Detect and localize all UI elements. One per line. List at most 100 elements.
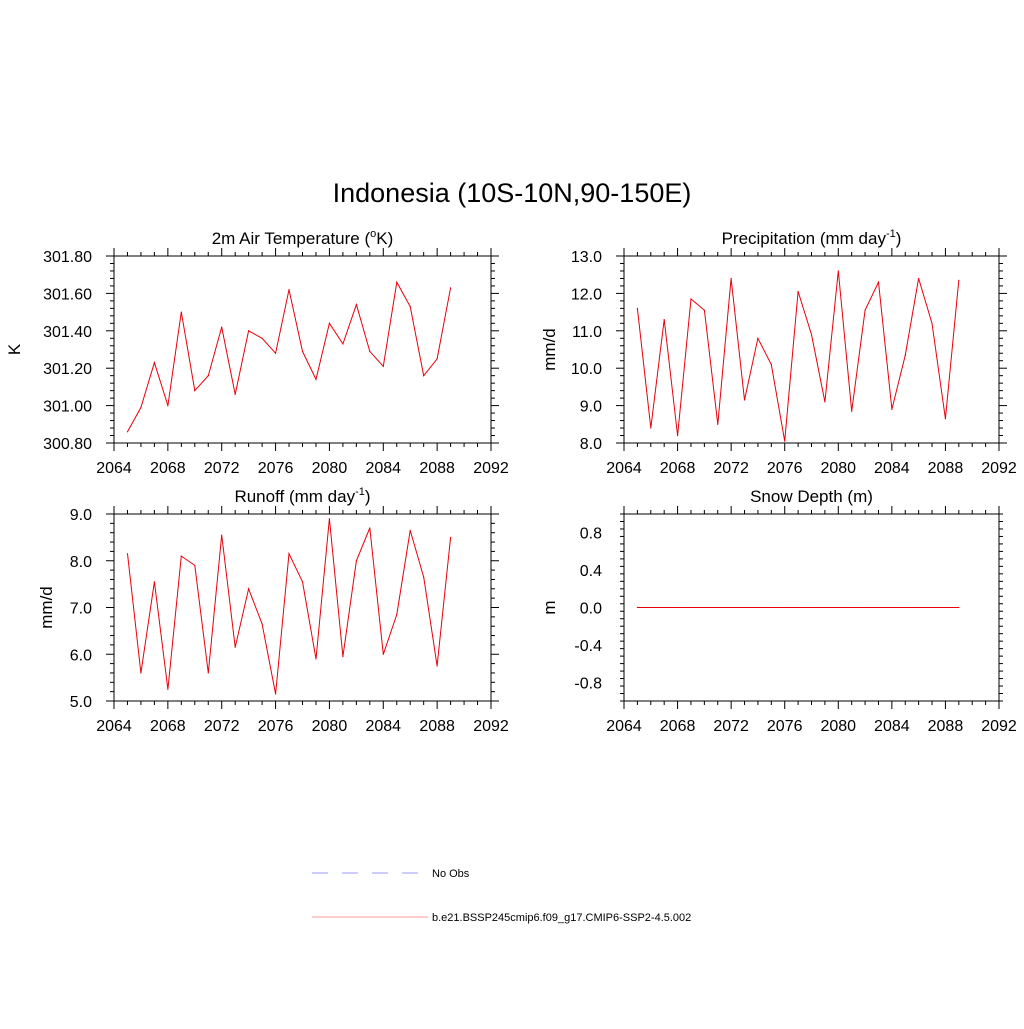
data-point bbox=[877, 606, 880, 609]
data-point bbox=[944, 606, 947, 609]
data-point bbox=[450, 536, 452, 538]
x-tick-label: 2076 bbox=[258, 460, 294, 477]
data-point bbox=[663, 318, 665, 321]
data-point bbox=[355, 304, 357, 306]
x-tick-label: 2088 bbox=[928, 460, 964, 477]
data-point bbox=[931, 322, 933, 324]
x-tick-label: 2084 bbox=[874, 718, 910, 735]
data-point bbox=[153, 361, 155, 364]
y-tick-label: 8.0 bbox=[70, 554, 92, 571]
data-point bbox=[274, 352, 277, 354]
data-point bbox=[891, 408, 893, 410]
series-line bbox=[127, 280, 452, 433]
x-tick-label: 2068 bbox=[150, 460, 186, 477]
y-tick-label: 301.00 bbox=[43, 399, 92, 416]
data-point bbox=[288, 289, 290, 291]
data-point bbox=[904, 354, 906, 356]
data-point bbox=[770, 363, 772, 366]
panel-snow: Snow Depth (m) m 2064 2068 2072 2076 2080 2084 2… bbox=[540, 487, 1017, 735]
data-point bbox=[396, 281, 398, 283]
data-point bbox=[703, 309, 705, 311]
data-point bbox=[248, 330, 250, 332]
y-tick-label: 0.8 bbox=[580, 526, 602, 543]
data-point bbox=[676, 606, 679, 609]
x-tick-label: 2084 bbox=[365, 718, 401, 735]
data-point bbox=[703, 606, 705, 609]
panel-title-superscript: o bbox=[370, 228, 376, 240]
data-point bbox=[717, 606, 719, 609]
data-point bbox=[126, 431, 129, 433]
panel-title-end: ) bbox=[896, 229, 902, 248]
x-tick-label: 2092 bbox=[981, 718, 1017, 735]
data-point bbox=[301, 350, 304, 352]
panel-precip: Precipitation (mm day-1) mm/d 2064 2068 2072… bbox=[540, 228, 1017, 477]
data-point bbox=[369, 350, 371, 352]
legend: No Obs b.e21.BSSP245cmip6.f09_g17.CMIP6-S… bbox=[312, 868, 691, 924]
data-point bbox=[958, 606, 960, 609]
panel-temp: 2m Air Temperature (oK) K 2064 2068 2072 2076… bbox=[5, 228, 509, 477]
series-line bbox=[127, 518, 452, 695]
data-point bbox=[650, 427, 652, 429]
panel-title: Runoff (mm day-1) bbox=[234, 486, 370, 506]
y-tick-label: 301.40 bbox=[43, 324, 92, 341]
x-tick-label: 2076 bbox=[258, 718, 294, 735]
data-point bbox=[409, 529, 411, 531]
data-point bbox=[650, 606, 652, 609]
panel-title-text: Runoff (mm day bbox=[234, 487, 355, 506]
panel-title-text: Precipitation (mm day bbox=[722, 229, 887, 248]
data-point bbox=[891, 606, 893, 609]
data-point bbox=[248, 588, 250, 590]
data-point bbox=[207, 672, 209, 674]
data-point bbox=[167, 405, 169, 407]
data-point bbox=[180, 555, 182, 557]
y-tick-label: 10.0 bbox=[571, 361, 602, 378]
x-tick-label: 2064 bbox=[96, 460, 132, 477]
y-tick-label: 12.0 bbox=[571, 286, 602, 303]
data-point bbox=[423, 375, 425, 377]
x-tick-label: 2072 bbox=[713, 460, 749, 477]
data-point bbox=[743, 399, 746, 401]
data-point bbox=[140, 672, 142, 674]
data-point bbox=[234, 393, 236, 395]
plot-frame bbox=[623, 255, 1000, 444]
y-tick-label: -0.8 bbox=[574, 675, 602, 692]
panel-title-text: Snow Depth (m) bbox=[750, 487, 873, 506]
x-tick-label: 2076 bbox=[767, 460, 803, 477]
data-point bbox=[369, 527, 371, 529]
x-tick-label: 2068 bbox=[660, 460, 696, 477]
data-point bbox=[770, 606, 772, 609]
data-point bbox=[851, 410, 853, 412]
data-point bbox=[717, 423, 719, 425]
y-axis-label: mm/d bbox=[37, 586, 56, 629]
x-tick-label: 2072 bbox=[204, 718, 240, 735]
data-point bbox=[757, 606, 759, 609]
y-tick-label: 300.80 bbox=[43, 436, 92, 453]
data-point bbox=[261, 337, 263, 339]
x-tick-label: 2080 bbox=[312, 718, 348, 735]
data-point bbox=[636, 307, 638, 309]
page-title: Indonesia (10S-10N,90-150E) bbox=[333, 178, 692, 208]
data-point bbox=[958, 279, 960, 281]
panel-title: 2m Air Temperature (oK) bbox=[212, 228, 394, 248]
data-point bbox=[810, 606, 813, 609]
panel-title-superscript: -1 bbox=[355, 486, 365, 498]
data-point bbox=[757, 337, 759, 339]
y-tick-label: 9.0 bbox=[70, 507, 92, 524]
data-point bbox=[837, 606, 839, 609]
data-point bbox=[436, 665, 438, 667]
y-tick-label: 11.0 bbox=[572, 324, 602, 341]
y-tick-label: 301.20 bbox=[43, 361, 92, 378]
y-tick-label: 6.0 bbox=[70, 647, 92, 664]
panel-title-superscript: -1 bbox=[886, 228, 896, 240]
data-point bbox=[315, 378, 317, 381]
data-point bbox=[194, 564, 196, 567]
data-point bbox=[450, 287, 452, 289]
x-tick-label: 2068 bbox=[660, 718, 696, 735]
y-tick-label: 0.4 bbox=[580, 563, 602, 580]
panel-title: Snow Depth (m) bbox=[750, 487, 873, 506]
data-point bbox=[342, 655, 344, 658]
data-point bbox=[864, 309, 866, 311]
data-point bbox=[436, 358, 438, 360]
y-tick-label: 301.80 bbox=[43, 249, 92, 266]
